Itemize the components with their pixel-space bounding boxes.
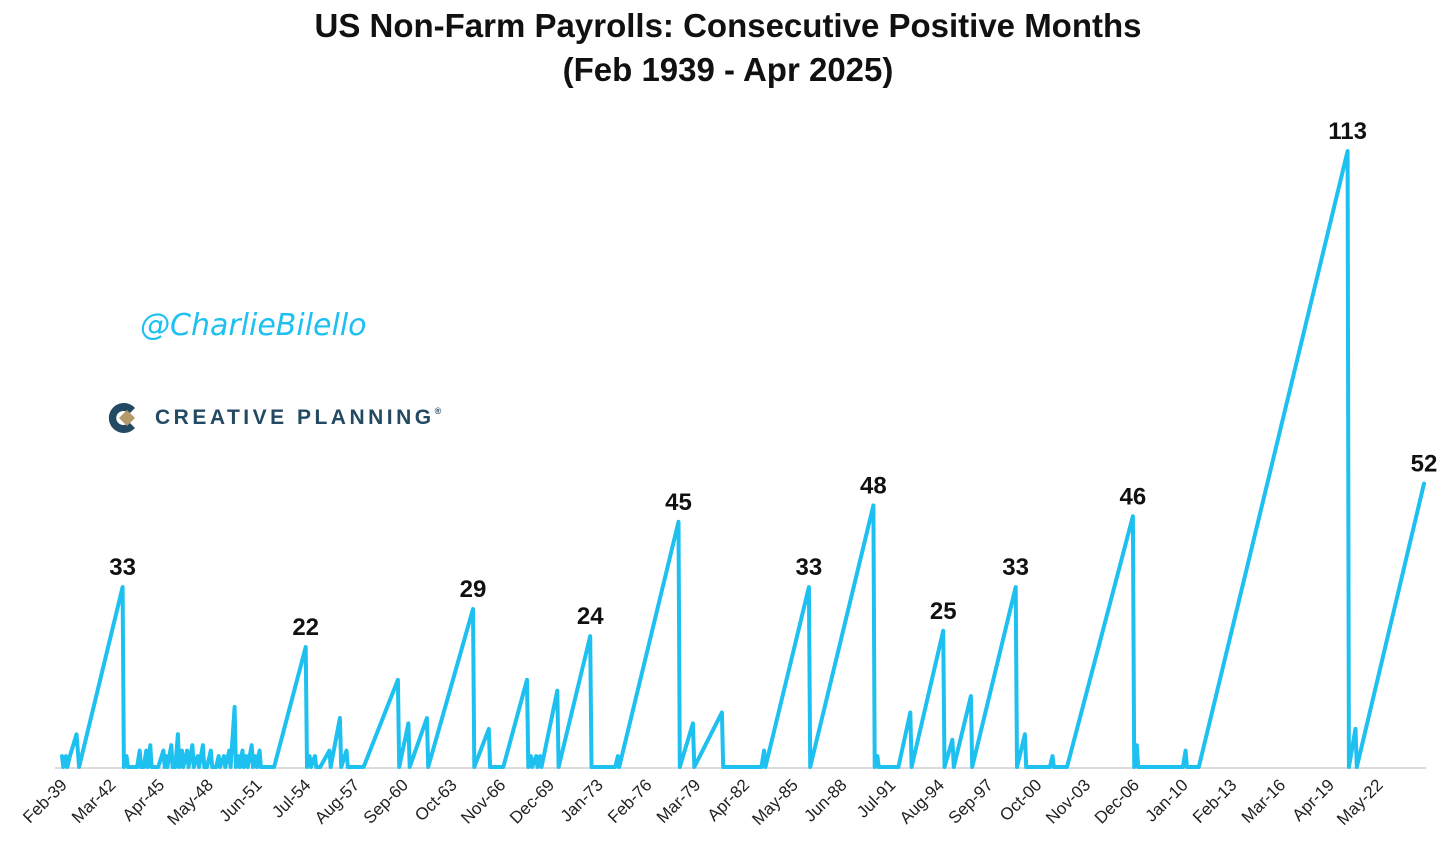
x-tick-label: Mar-42 <box>68 775 120 827</box>
x-tick-label: Dec-69 <box>506 775 558 827</box>
x-tick-label: Jan-73 <box>557 775 607 825</box>
x-tick-label: Jul-54 <box>268 775 314 821</box>
creative-planning-logo-icon <box>108 403 135 433</box>
x-tick-label: Oct-63 <box>411 775 461 825</box>
chart-title: US Non-Farm Payrolls: Consecutive Positi… <box>314 7 1142 44</box>
x-tick-label: Feb-76 <box>604 775 656 827</box>
x-tick-label: Aug-94 <box>896 775 948 827</box>
data-label: 33 <box>796 554 823 581</box>
annotation-layer: 33 22 29 24 45 33 48 25 33 46 113 52 <box>109 118 1437 641</box>
x-tick-label: Jul-91 <box>853 775 899 821</box>
x-tick-label: Mar-16 <box>1238 775 1290 827</box>
x-tick-label: Dec-06 <box>1091 775 1143 827</box>
data-label: 24 <box>577 603 604 630</box>
watermark-handle: @CharlieBilello <box>140 308 367 343</box>
logo-text: CREATIVE PLANNING® <box>155 406 445 429</box>
registered-mark: ® <box>434 406 445 416</box>
x-tick-label: May-85 <box>748 775 802 829</box>
x-tick-label: Jan-10 <box>1142 775 1192 825</box>
data-label: 52 <box>1411 451 1438 478</box>
x-tick-label: Apr-82 <box>704 775 754 825</box>
creative-planning-logo: CREATIVE PLANNING® <box>105 396 445 440</box>
x-tick-label: Sep-97 <box>945 775 997 827</box>
x-tick-label: Feb-39 <box>19 775 71 827</box>
x-tick-label: May-48 <box>164 775 218 829</box>
x-tick-label: Sep-60 <box>360 775 412 827</box>
chart-subtitle: (Feb 1939 - Apr 2025) <box>562 51 894 88</box>
x-tick-label: Nov-66 <box>457 775 509 827</box>
data-label: 33 <box>109 554 136 581</box>
x-tick-label: Apr-45 <box>119 775 169 825</box>
series-line <box>60 149 1426 769</box>
data-label: 29 <box>460 576 487 603</box>
data-label: 45 <box>665 489 692 516</box>
data-label: 113 <box>1328 118 1367 145</box>
data-label: 46 <box>1120 483 1147 510</box>
x-tick-label: Aug-57 <box>311 775 363 827</box>
x-tick-label: Jun-88 <box>800 775 850 825</box>
chart-title-block: US Non-Farm Payrolls: Consecutive Positi… <box>0 4 1456 92</box>
x-tick-label: May-22 <box>1333 775 1387 829</box>
x-tick-label: Oct-00 <box>996 775 1046 825</box>
data-label: 33 <box>1002 554 1029 581</box>
x-tick-label: Mar-79 <box>653 775 705 827</box>
x-tick-label: Nov-03 <box>1042 775 1094 827</box>
x-tick-label: Apr-19 <box>1288 775 1338 825</box>
x-tick-label: Jun-51 <box>216 775 266 825</box>
data-label: 25 <box>930 598 957 625</box>
data-label: 48 <box>860 472 887 499</box>
x-tick-label: Feb-13 <box>1189 775 1241 827</box>
series-layer <box>60 149 1426 769</box>
data-label: 22 <box>292 614 319 641</box>
